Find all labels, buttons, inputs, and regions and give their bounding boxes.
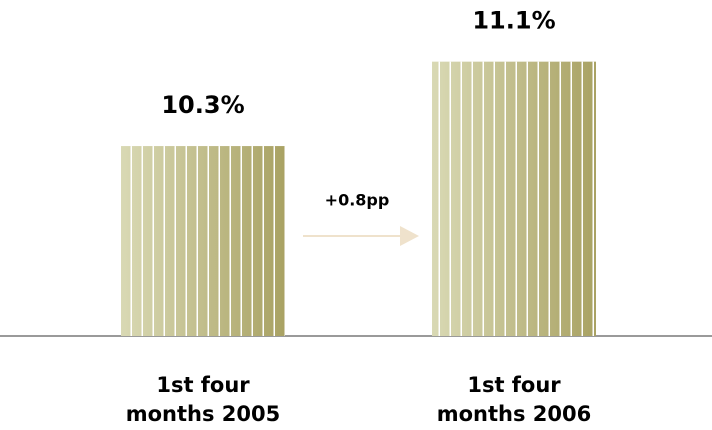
value-label: 11.1%	[472, 7, 555, 35]
bar-stripes	[432, 61, 596, 336]
category-label: 1st four months 2005	[125, 373, 281, 426]
annotation: +0.8pp	[325, 191, 390, 210]
category-label: 1st four months 2006	[436, 373, 592, 426]
bar-stripes	[121, 146, 285, 336]
arrow-head	[400, 226, 419, 246]
value-label: 10.3%	[161, 91, 244, 119]
